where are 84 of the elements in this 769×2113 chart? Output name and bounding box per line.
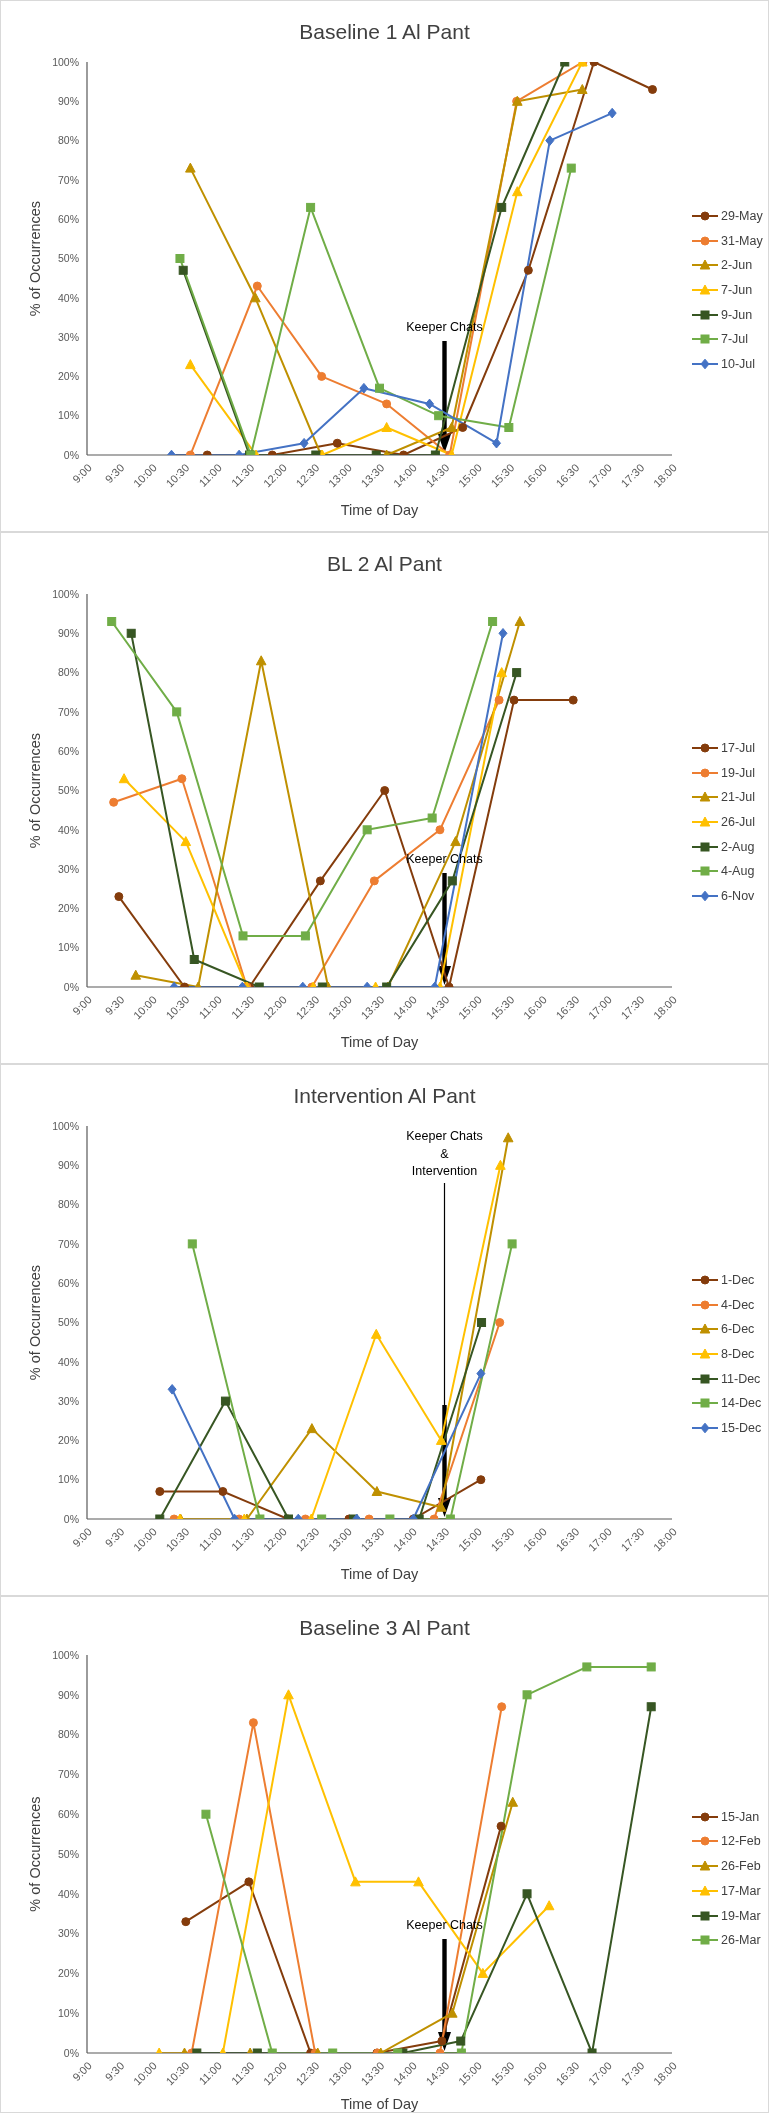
y-tick-label: 70% [57,705,79,718]
y-tick-label: 50% [57,1847,79,1860]
y-tick-label: 90% [57,1159,79,1172]
legend-label: 29-May [721,208,763,223]
y-tick-label: 40% [57,291,79,304]
legend-label: 19-Mar [721,1908,761,1923]
chart-title: Baseline 3 Al Pant [298,1615,471,1641]
y-tick-label: 60% [57,1807,79,1820]
chart-title: BL 2 Al Pant [326,551,443,577]
legend-label: 19-Jul [721,765,756,780]
legend-label: 21-Jul [721,790,756,805]
y-tick-label: 0% [63,448,79,461]
y-tick-label: 30% [57,1927,79,1940]
y-tick-label: 80% [57,1198,79,1211]
legend-label: 12-Feb [721,1834,761,1849]
legend-label: 6-Nov [721,889,755,904]
y-tick-label: 50% [57,252,79,265]
y-tick-label: 10% [57,2006,79,2019]
y-tick-label: 80% [57,666,79,679]
y-tick-label: 40% [57,823,79,836]
legend-label: 4-Dec [721,1297,755,1312]
y-tick-label: 0% [63,2046,79,2059]
y-tick-label: 70% [57,1237,79,1250]
y-axis-title: % of Occurrences [27,1796,44,1912]
y-tick-label: 30% [57,330,79,343]
legend-label: 11-Dec [721,1371,761,1386]
y-tick-label: 70% [57,1768,79,1781]
y-tick-label: 20% [57,1434,79,1447]
y-tick-label: 70% [57,173,79,186]
chart-title: Intervention Al Pant [292,1083,477,1109]
legend-label: 2-Jun [721,258,753,273]
y-tick-label: 80% [57,134,79,147]
y-axis-title: % of Occurrences [27,1264,44,1381]
y-tick-label: 0% [63,1512,79,1525]
legend-label: 15-Jan [721,1809,760,1824]
legend-label: 7-Jun [721,283,753,297]
y-tick-label: 30% [57,1394,79,1407]
y-tick-label: 100% [52,1119,79,1132]
x-axis-title: Time of Day [340,502,420,518]
y-tick-label: 50% [57,784,79,797]
legend-label: 4-Aug [721,864,755,879]
legend-label: 17-Mar [721,1883,761,1898]
y-tick-label: 10% [57,1473,79,1486]
y-tick-label: 50% [57,1316,79,1329]
y-tick-label: 100% [52,1648,79,1661]
y-tick-label: 90% [57,627,79,640]
y-tick-label: 10% [57,409,79,422]
x-axis-title: Time of Day [340,1034,420,1050]
chart-title: Baseline 1 Al Pant [298,19,471,45]
legend-label: 26-Feb [721,1859,761,1874]
y-tick-label: 0% [63,980,79,993]
y-tick-label: 100% [52,587,79,600]
legend-label: 26-Jul [721,815,756,829]
y-tick-label: 100% [52,55,79,68]
y-tick-label: 20% [57,902,79,915]
legend-label: 6-Dec [721,1322,755,1337]
x-axis-title: Time of Day [340,1566,420,1582]
y-tick-label: 20% [57,1967,79,1980]
legend-label: 9-Jun [721,307,753,322]
x-axis-title: Time of Day [340,2096,420,2112]
legend-label: 15-Dec [721,1421,762,1436]
legend-label: 2-Aug [721,839,755,854]
y-tick-label: 40% [57,1355,79,1368]
legend-label: 8-Dec [721,1347,755,1361]
y-tick-label: 10% [57,941,79,954]
legend-label: 26-Mar [721,1933,761,1948]
legend-label: 17-Jul [721,740,756,755]
legend-label: 14-Dec [721,1396,762,1411]
y-tick-label: 80% [57,1728,79,1741]
legend-label: 10-Jul [721,357,756,372]
y-axis-title: % of Occurrences [27,200,44,317]
legend-label: 7-Jul [721,332,749,347]
y-axis-title: % of Occurrences [27,732,44,849]
y-tick-label: 90% [57,95,79,108]
y-tick-label: 30% [57,862,79,875]
legend-label: 1-Dec [721,1272,755,1287]
y-tick-label: 90% [57,1688,79,1701]
y-tick-label: 60% [57,212,79,225]
ref-line-label: Keeper Chats & Intervention [406,1129,483,1178]
y-tick-label: 40% [57,1887,79,1900]
y-tick-label: 60% [57,744,79,757]
y-tick-label: 60% [57,1276,79,1289]
y-tick-label: 20% [57,370,79,383]
legend-label: 31-May [721,233,763,248]
